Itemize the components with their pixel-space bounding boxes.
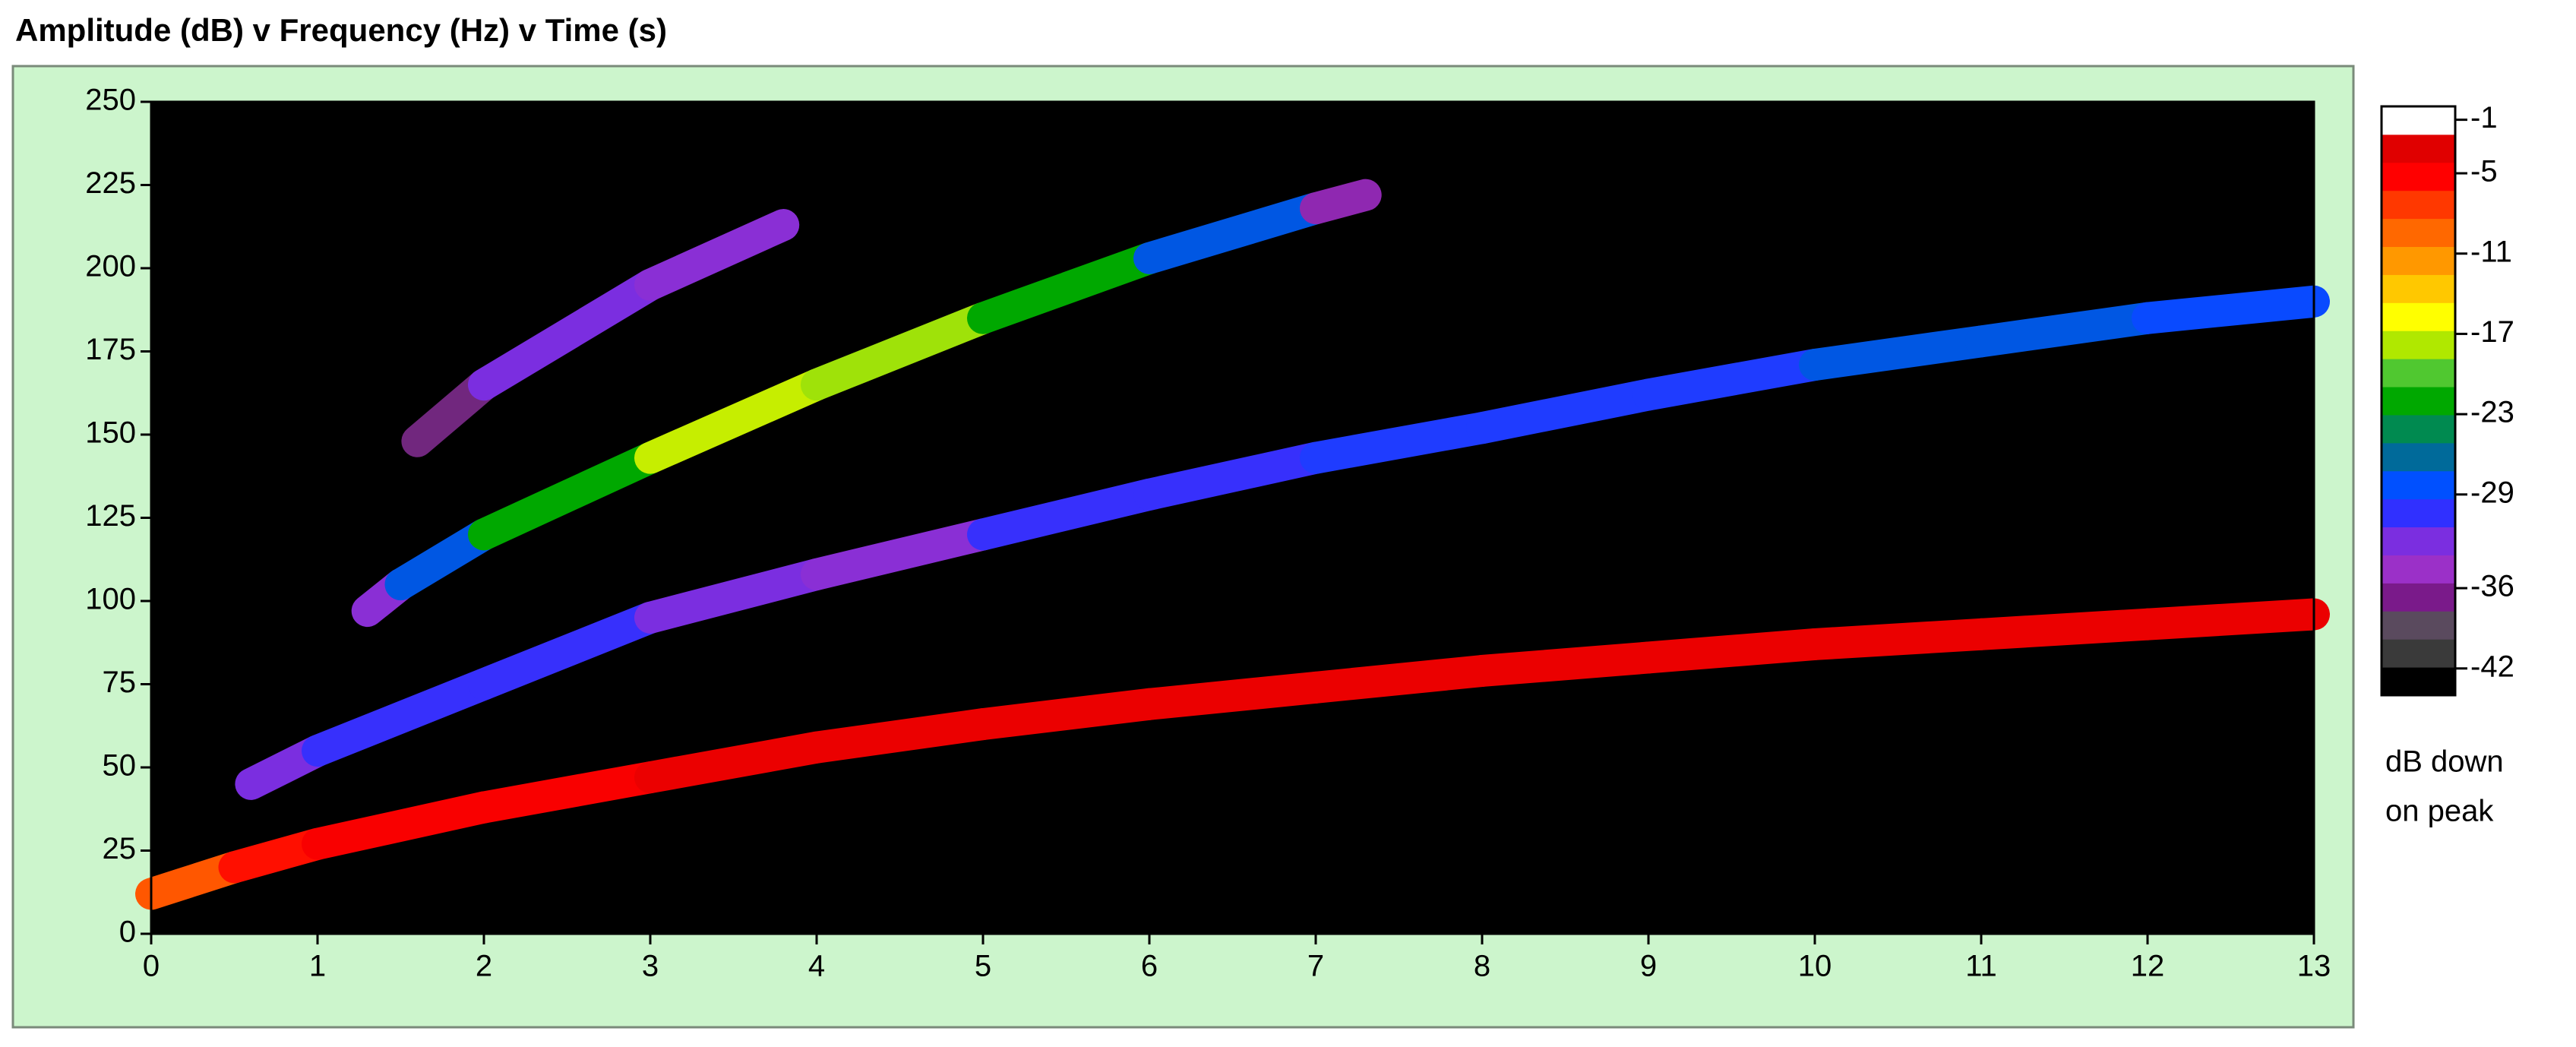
spectral-track (302, 668, 500, 767)
spectral-track (634, 558, 833, 634)
spectral-track (1133, 192, 1332, 274)
spectral-track (1799, 325, 1997, 381)
colorbar-swatch (2382, 246, 2455, 275)
colorbar-tick-label: -36 (2470, 570, 2514, 603)
x-tick-label: 11 (1965, 950, 1997, 983)
y-tick-label: 150 (85, 416, 136, 450)
spectral-track (1466, 641, 1664, 687)
spectral-track (967, 478, 1165, 551)
colorbar-swatch (2382, 527, 2455, 555)
colorbar-swatch (2382, 218, 2455, 248)
y-tick-label: 50 (103, 749, 137, 783)
colorbar-swatch (2382, 387, 2455, 416)
x-tick-label: 6 (1141, 950, 1158, 983)
colorbar-swatch (2382, 162, 2455, 191)
spectral-track (468, 601, 666, 701)
y-tick-label: 200 (85, 250, 136, 283)
spectral-track (801, 302, 999, 401)
colorbar-swatch (2382, 498, 2455, 528)
spectral-track (2132, 598, 2330, 641)
spectral-track (1633, 349, 1831, 411)
colorbar-label: on peak (2385, 795, 2494, 828)
x-tick-label: 12 (2131, 950, 2165, 983)
chart-title: Amplitude (dB) v Frequency (Hz) v Time (… (15, 12, 667, 48)
spectral-track (1300, 179, 1382, 225)
colorbar-swatch (2382, 667, 2455, 696)
y-tick-label: 0 (119, 916, 136, 949)
y-tick-label: 75 (103, 666, 137, 699)
colorbar-swatch (2382, 359, 2455, 387)
spectral-track (634, 731, 833, 794)
colorbar-swatch (2382, 134, 2455, 163)
x-tick-label: 4 (808, 950, 825, 983)
colorbar-label: dB down (2385, 745, 2504, 779)
colorbar-tick-label: -11 (2470, 235, 2512, 268)
spectral-track (1466, 378, 1664, 444)
colorbar-tick-label: -23 (2470, 396, 2514, 429)
colorbar-swatch (2382, 331, 2455, 359)
x-tick-label: 0 (143, 950, 160, 983)
x-tick-label: 3 (642, 950, 659, 983)
x-tick-label: 8 (1474, 950, 1490, 983)
colorbar-swatch (2382, 555, 2455, 584)
spectral-track (1965, 302, 2164, 358)
spectral-track (2132, 285, 2330, 334)
y-tick-label: 225 (85, 166, 136, 200)
y-tick-label: 125 (85, 499, 136, 533)
spectral-track (1300, 412, 1498, 474)
spectral-track (1965, 608, 2164, 650)
x-tick-label: 10 (1798, 950, 1832, 983)
y-tick-label: 250 (85, 84, 136, 117)
spectral-track (1799, 618, 1997, 660)
spectral-track (967, 242, 1165, 334)
colorbar-border (2380, 105, 2457, 697)
spectral-track (967, 688, 1165, 741)
y-tick-label: 100 (85, 583, 136, 616)
colorbar-tick-label: -29 (2470, 476, 2514, 509)
colorbar-swatch (2382, 583, 2455, 612)
y-tick-label: 25 (103, 832, 137, 865)
colorbar-swatch (2382, 639, 2455, 668)
spectral-track (1133, 441, 1332, 511)
colorbar-tick-label: -5 (2470, 155, 2498, 188)
x-tick-label: 5 (975, 950, 991, 983)
spectral-track (468, 268, 666, 401)
spectral-track (1133, 671, 1332, 720)
spectral-track (302, 791, 500, 860)
colorbar-swatch (2382, 442, 2455, 472)
x-tick-label: 13 (2297, 950, 2331, 983)
spectral-track (634, 369, 833, 474)
colorbar-swatch (2382, 190, 2455, 220)
colorbar-swatch (2382, 302, 2455, 331)
spectral-track (468, 441, 666, 551)
x-tick-label: 7 (1307, 950, 1324, 983)
x-tick-label: 2 (476, 950, 492, 983)
spectral-track (1633, 628, 1831, 674)
colorbar-swatch (2382, 414, 2455, 444)
colorbar-tick-label: -42 (2470, 650, 2514, 683)
spectral-track (384, 518, 500, 601)
spectral-track (801, 518, 999, 590)
x-tick-label: 1 (309, 950, 326, 983)
colorbar-swatch (2382, 611, 2455, 640)
colorbar-swatch (2382, 106, 2455, 135)
colorbar-tick-label: -17 (2470, 315, 2514, 349)
colorbar-swatch (2382, 470, 2455, 500)
spectral-track (801, 708, 999, 764)
y-tick-label: 175 (85, 333, 136, 366)
spectral-track (634, 209, 800, 301)
colorbar-tick-label: -1 (2470, 101, 2498, 134)
spectral-track (1300, 654, 1498, 704)
colorbar-swatch (2382, 274, 2455, 303)
x-tick-label: 9 (1640, 950, 1657, 983)
spectral-track (468, 761, 666, 824)
